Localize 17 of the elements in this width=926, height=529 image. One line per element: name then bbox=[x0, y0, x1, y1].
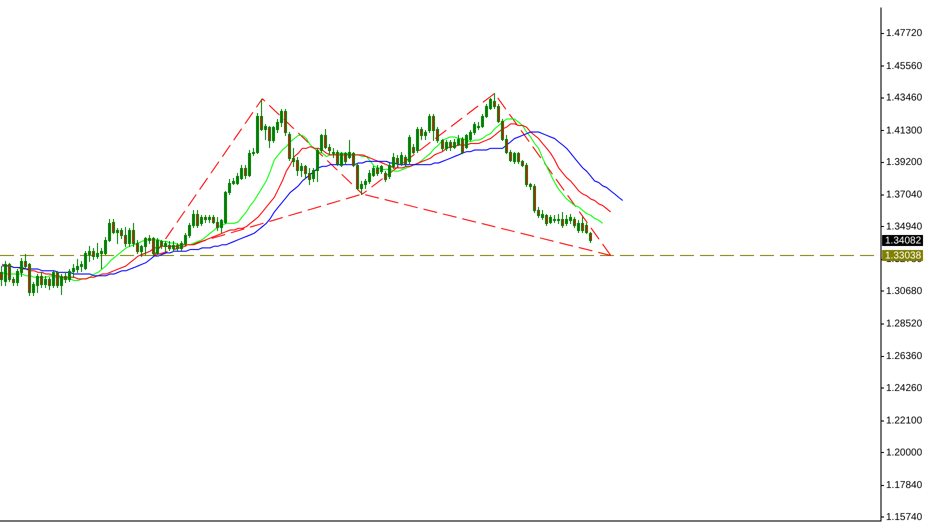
y-tick-label: 1.34940 bbox=[886, 221, 923, 232]
y-tick-label: 1.47720 bbox=[886, 28, 923, 40]
y-tick-label: 1.45560 bbox=[886, 60, 923, 72]
y-tick-label: 1.37040 bbox=[886, 190, 923, 201]
y-tick-label: 1.17840 bbox=[886, 480, 923, 492]
text: 1.34082 bbox=[885, 235, 922, 246]
y-tick-label: 1.41300 bbox=[886, 125, 923, 136]
y-tick-label: 1.26360 bbox=[886, 351, 923, 362]
y-tick-label: 1.20000 bbox=[886, 447, 923, 458]
ref-line-label: 1.33038 bbox=[885, 250, 922, 262]
y-tick-label: 1.28520 bbox=[886, 318, 923, 330]
y-tick-label: 1.22100 bbox=[886, 416, 923, 427]
y-tick-label: 1.30680 bbox=[886, 286, 923, 297]
y-tick-label: 1.24260 bbox=[886, 382, 923, 394]
y-tick-label: 1.15740 bbox=[886, 512, 923, 523]
y-tick-label: 1.39200 bbox=[886, 157, 923, 168]
y-tick-label: 1.43460 bbox=[886, 92, 923, 104]
